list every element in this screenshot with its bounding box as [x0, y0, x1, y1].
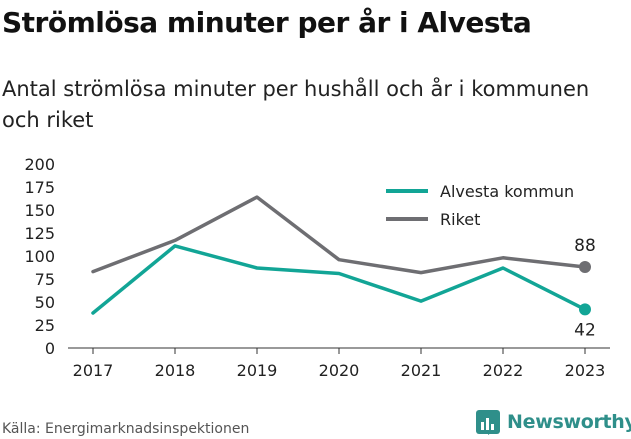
y-tick-label: 75 — [35, 270, 55, 289]
y-tick-label: 200 — [24, 155, 55, 174]
x-tick-label: 2022 — [483, 361, 524, 380]
y-tick-label: 175 — [24, 178, 55, 197]
series-line-alvesta-kommun — [91, 244, 587, 315]
brand-logo: Newsworthy — [475, 409, 631, 435]
end-label-alvesta: 42 — [574, 320, 596, 340]
x-tick-label: 2021 — [401, 361, 442, 380]
x-tick-label: 2023 — [565, 361, 606, 380]
y-tick-label: 100 — [24, 247, 55, 266]
chart-subtitle: Antal strömlösa minuter per hushåll och … — [2, 77, 590, 132]
y-tick-label: 0 — [45, 339, 55, 358]
axes: 0 25 50 75 100 125 150 175 200 2017 2018 2019 2020 20… — [24, 155, 610, 380]
x-tick-label: 2019 — [237, 361, 278, 380]
newsworthy-logo-icon — [476, 410, 500, 435]
legend-box — [376, 176, 598, 236]
end-point-riket — [579, 261, 591, 274]
x-tick-label: 2017 — [73, 361, 114, 380]
series-lines: 42 88 — [91, 195, 596, 340]
chart-title: Strömlösa minuter per år i Alvesta — [2, 6, 532, 39]
end-point-alvesta-kommun — [579, 303, 591, 316]
y-tick-label: 125 — [24, 224, 55, 243]
legend: Alvesta kommun Riket — [376, 176, 598, 236]
y-tick-label: 150 — [24, 201, 55, 220]
series-line-riket — [91, 195, 587, 275]
source-note: Källa: Energimarknadsinspektionen — [2, 421, 250, 437]
legend-label: Alvesta kommun — [440, 182, 574, 201]
x-tick-label: 2020 — [319, 361, 360, 380]
y-tick-label: 25 — [35, 316, 55, 335]
end-label-riket: 88 — [574, 236, 596, 256]
legend-label: Riket — [440, 210, 480, 229]
brand-name: Newsworthy — [507, 411, 631, 433]
x-tick-label: 2018 — [155, 361, 196, 380]
y-tick-label: 50 — [35, 293, 55, 312]
